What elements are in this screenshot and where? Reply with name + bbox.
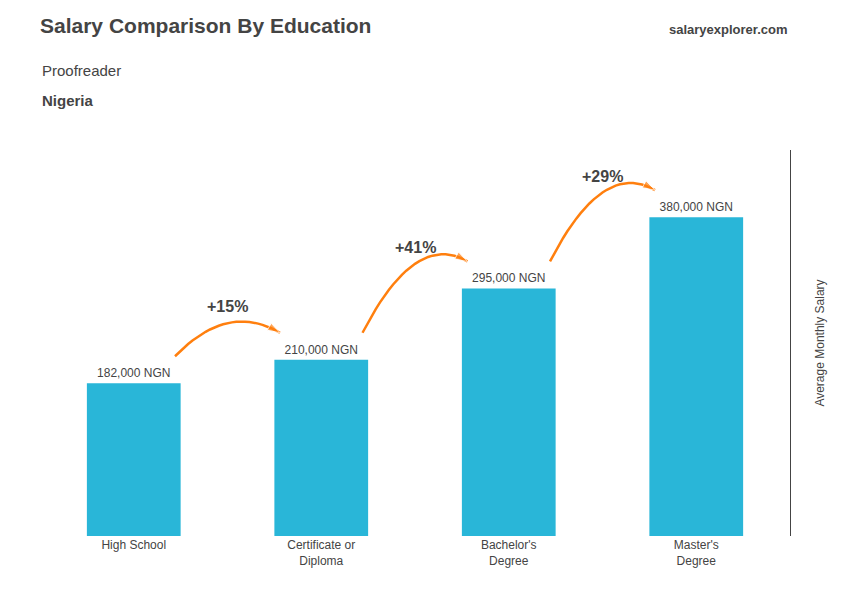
svg-text:Salary Comparison By Education: Salary Comparison By Education bbox=[40, 14, 371, 37]
svg-text:Average Monthly Salary: Average Monthly Salary bbox=[813, 279, 827, 406]
svg-text:295,000 NGN: 295,000 NGN bbox=[472, 271, 545, 285]
svg-text:Master'sDegree: Master'sDegree bbox=[674, 538, 719, 568]
svg-text:Certificate orDiploma: Certificate orDiploma bbox=[287, 538, 355, 568]
svg-text:salaryexplorer.com: salaryexplorer.com bbox=[669, 22, 788, 37]
svg-text:Bachelor'sDegree: Bachelor'sDegree bbox=[481, 538, 537, 568]
svg-text:Proofreader: Proofreader bbox=[42, 62, 121, 79]
svg-text:380,000 NGN: 380,000 NGN bbox=[660, 200, 733, 214]
svg-text:+15%: +15% bbox=[207, 298, 248, 315]
svg-text:Nigeria: Nigeria bbox=[42, 92, 94, 109]
svg-text:+29%: +29% bbox=[582, 168, 623, 185]
svg-text:+41%: +41% bbox=[395, 239, 436, 256]
svg-text:210,000 NGN: 210,000 NGN bbox=[285, 343, 358, 357]
svg-text:182,000 NGN: 182,000 NGN bbox=[97, 366, 170, 380]
svg-text:High School: High School bbox=[101, 538, 166, 552]
